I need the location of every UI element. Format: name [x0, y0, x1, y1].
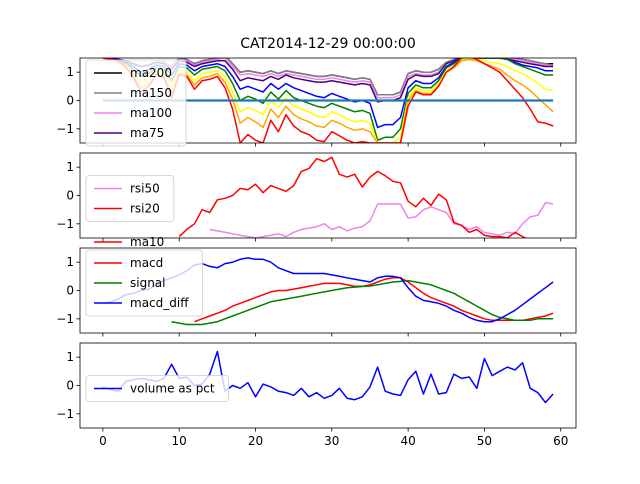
y-tick-label: 1 — [66, 255, 74, 269]
legend: ma200 ma150 ma100 ma75 — [85, 59, 187, 147]
y-tick-label: 1 — [66, 65, 74, 79]
legend-label: ma150 — [130, 86, 172, 100]
legend-label: ma100 — [130, 106, 172, 120]
legend-box — [85, 59, 187, 147]
series-line-signal — [171, 279, 554, 326]
legend: macd signal macd_diff — [85, 249, 203, 317]
legend-label: macd — [130, 256, 163, 270]
legend: rsi50 rsi20 — [85, 175, 175, 222]
legend-label: ma200 — [130, 66, 172, 80]
y-tick-label: −1 — [56, 217, 74, 231]
y-tick-label: −1 — [56, 122, 74, 136]
x-tick-label: 60 — [553, 434, 568, 448]
panels: −101 ma200ma150ma100ma75−101rsi50rsi20−10… — [56, 57, 577, 448]
y-tick-label: −1 — [56, 312, 74, 326]
series-group — [178, 156, 554, 238]
chart-title: CAT2014-12-29 00:00:00 — [240, 36, 416, 52]
series-line-ma150 — [102, 58, 554, 96]
x-tick-label: 40 — [400, 434, 415, 448]
legend-label: macd_diff — [130, 296, 189, 310]
clipped-legend-label: ma10 — [130, 235, 164, 249]
y-tick-label: 1 — [66, 350, 74, 364]
x-tick-label: 0 — [99, 434, 107, 448]
y-tick-label: −1 — [56, 407, 74, 421]
y-tick-label: 0 — [66, 94, 74, 108]
y-tick-label: 1 — [66, 160, 74, 174]
legend-box — [85, 249, 203, 317]
y-tick-label: 0 — [66, 379, 74, 393]
legend-box — [85, 175, 175, 222]
legend-label: rsi20 — [130, 202, 160, 216]
x-tick-label: 30 — [324, 434, 339, 448]
series-line-rsi50 — [209, 201, 554, 238]
legend-box — [85, 375, 230, 402]
panel-price-moving-averages: −1 0 1 ma200 ma150 ma100 ma75 — [56, 57, 577, 147]
series-line-macd — [194, 277, 554, 323]
y-tick-label: 0 — [66, 189, 74, 203]
x-tick-label: 10 — [172, 434, 187, 448]
panel-rsi: −1 0 1 rsi50 rsi20 — [56, 152, 577, 242]
series-line-rsi20 — [178, 156, 527, 238]
x-tick-label: 20 — [248, 434, 263, 448]
panel-macd: −1 0 1 macd signal macd_diff ma10 — [56, 235, 577, 337]
y-tick-label: 0 — [66, 284, 74, 298]
x-tick-label: 50 — [477, 434, 492, 448]
legend-label: rsi50 — [130, 182, 160, 196]
legend-label: ma75 — [130, 126, 164, 140]
legend-label: volume as pct — [130, 382, 215, 396]
legend: volume as pct — [85, 375, 230, 402]
legend-label: signal — [130, 276, 166, 290]
